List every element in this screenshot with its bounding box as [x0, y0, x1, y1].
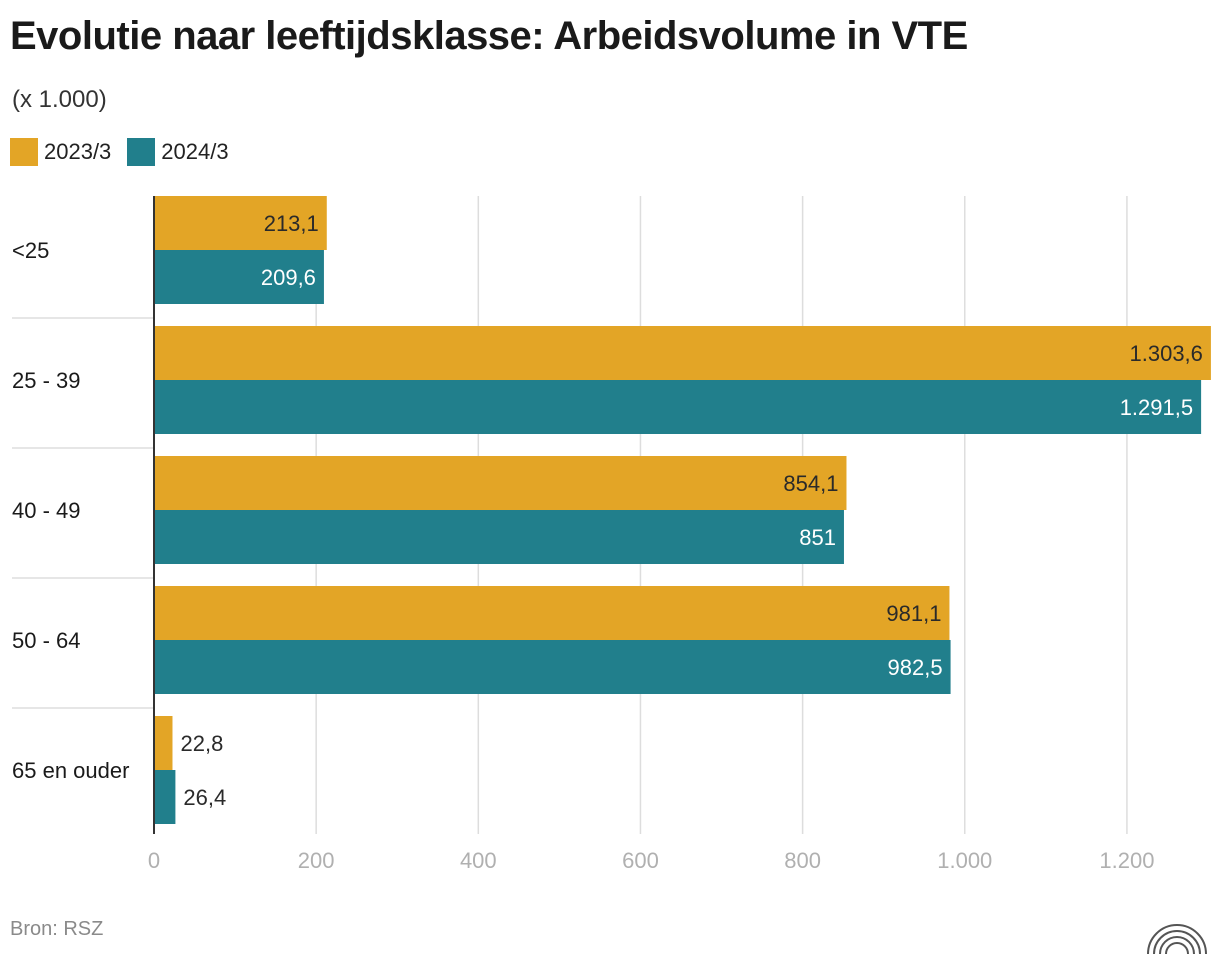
- x-tick-label-0: 0: [148, 848, 160, 873]
- legend-item-2023: 2023/3: [10, 138, 111, 166]
- bar-chart: <25 213,1 209,6 25 - 39 1.303,6 1.291,5 40 - 4…: [12, 196, 1211, 873]
- data-label-0-0: 213,1: [264, 211, 319, 236]
- legend-item-2024: 2024/3: [127, 138, 229, 166]
- data-label-4-1: 26,4: [183, 785, 226, 810]
- legend-swatch-2023: [10, 138, 38, 166]
- data-label-1-1: 1.291,5: [1120, 395, 1193, 420]
- legend-label-2023: 2023/3: [44, 139, 112, 164]
- legend-label-2024: 2024/3: [161, 139, 229, 164]
- bar-4-0: [154, 716, 173, 770]
- x-tick-label-1: 200: [298, 848, 335, 873]
- data-label-3-1: 982,5: [888, 655, 943, 680]
- bar-0-1: [154, 250, 324, 304]
- chart-subtitle: (x 1.000): [12, 86, 107, 113]
- category-label-1: 25 - 39: [12, 368, 81, 393]
- data-label-1-0: 1.303,6: [1130, 341, 1203, 366]
- source-note: Bron: RSZ: [10, 918, 104, 940]
- bar-1-0: [154, 326, 1211, 380]
- x-tick-label-4: 800: [784, 848, 821, 873]
- bar-0-0: [154, 196, 327, 250]
- data-label-2-1: 851: [799, 525, 836, 550]
- x-tick-label-2: 400: [460, 848, 497, 873]
- data-label-4-0: 22,8: [180, 731, 223, 756]
- category-label-2: 40 - 49: [12, 498, 81, 523]
- x-tick-label-3: 600: [622, 848, 659, 873]
- legend-swatch-2024: [127, 138, 156, 166]
- x-tick-label-6: 1.200: [1099, 848, 1154, 873]
- data-label-2-0: 854,1: [783, 471, 838, 496]
- data-label-0-1: 209,6: [261, 265, 316, 290]
- category-label-4: 65 en ouder: [12, 758, 129, 783]
- publisher-logo: [1147, 924, 1207, 955]
- legend: 2023/3 2024/3: [10, 138, 245, 166]
- data-label-3-0: 981,1: [886, 601, 941, 626]
- x-tick-label-5: 1.000: [937, 848, 992, 873]
- bar-4-1: [154, 770, 176, 824]
- bar-3-1: [154, 640, 951, 694]
- bar-1-1: [154, 380, 1202, 434]
- bar-2-1: [154, 510, 844, 564]
- category-label-0: <25: [12, 238, 49, 263]
- chart-title: Evolutie naar leeftijdsklasse: Arbeidsvo…: [10, 14, 968, 58]
- bar-3-0: [154, 586, 950, 640]
- category-label-3: 50 - 64: [12, 628, 81, 653]
- bar-2-0: [154, 456, 847, 510]
